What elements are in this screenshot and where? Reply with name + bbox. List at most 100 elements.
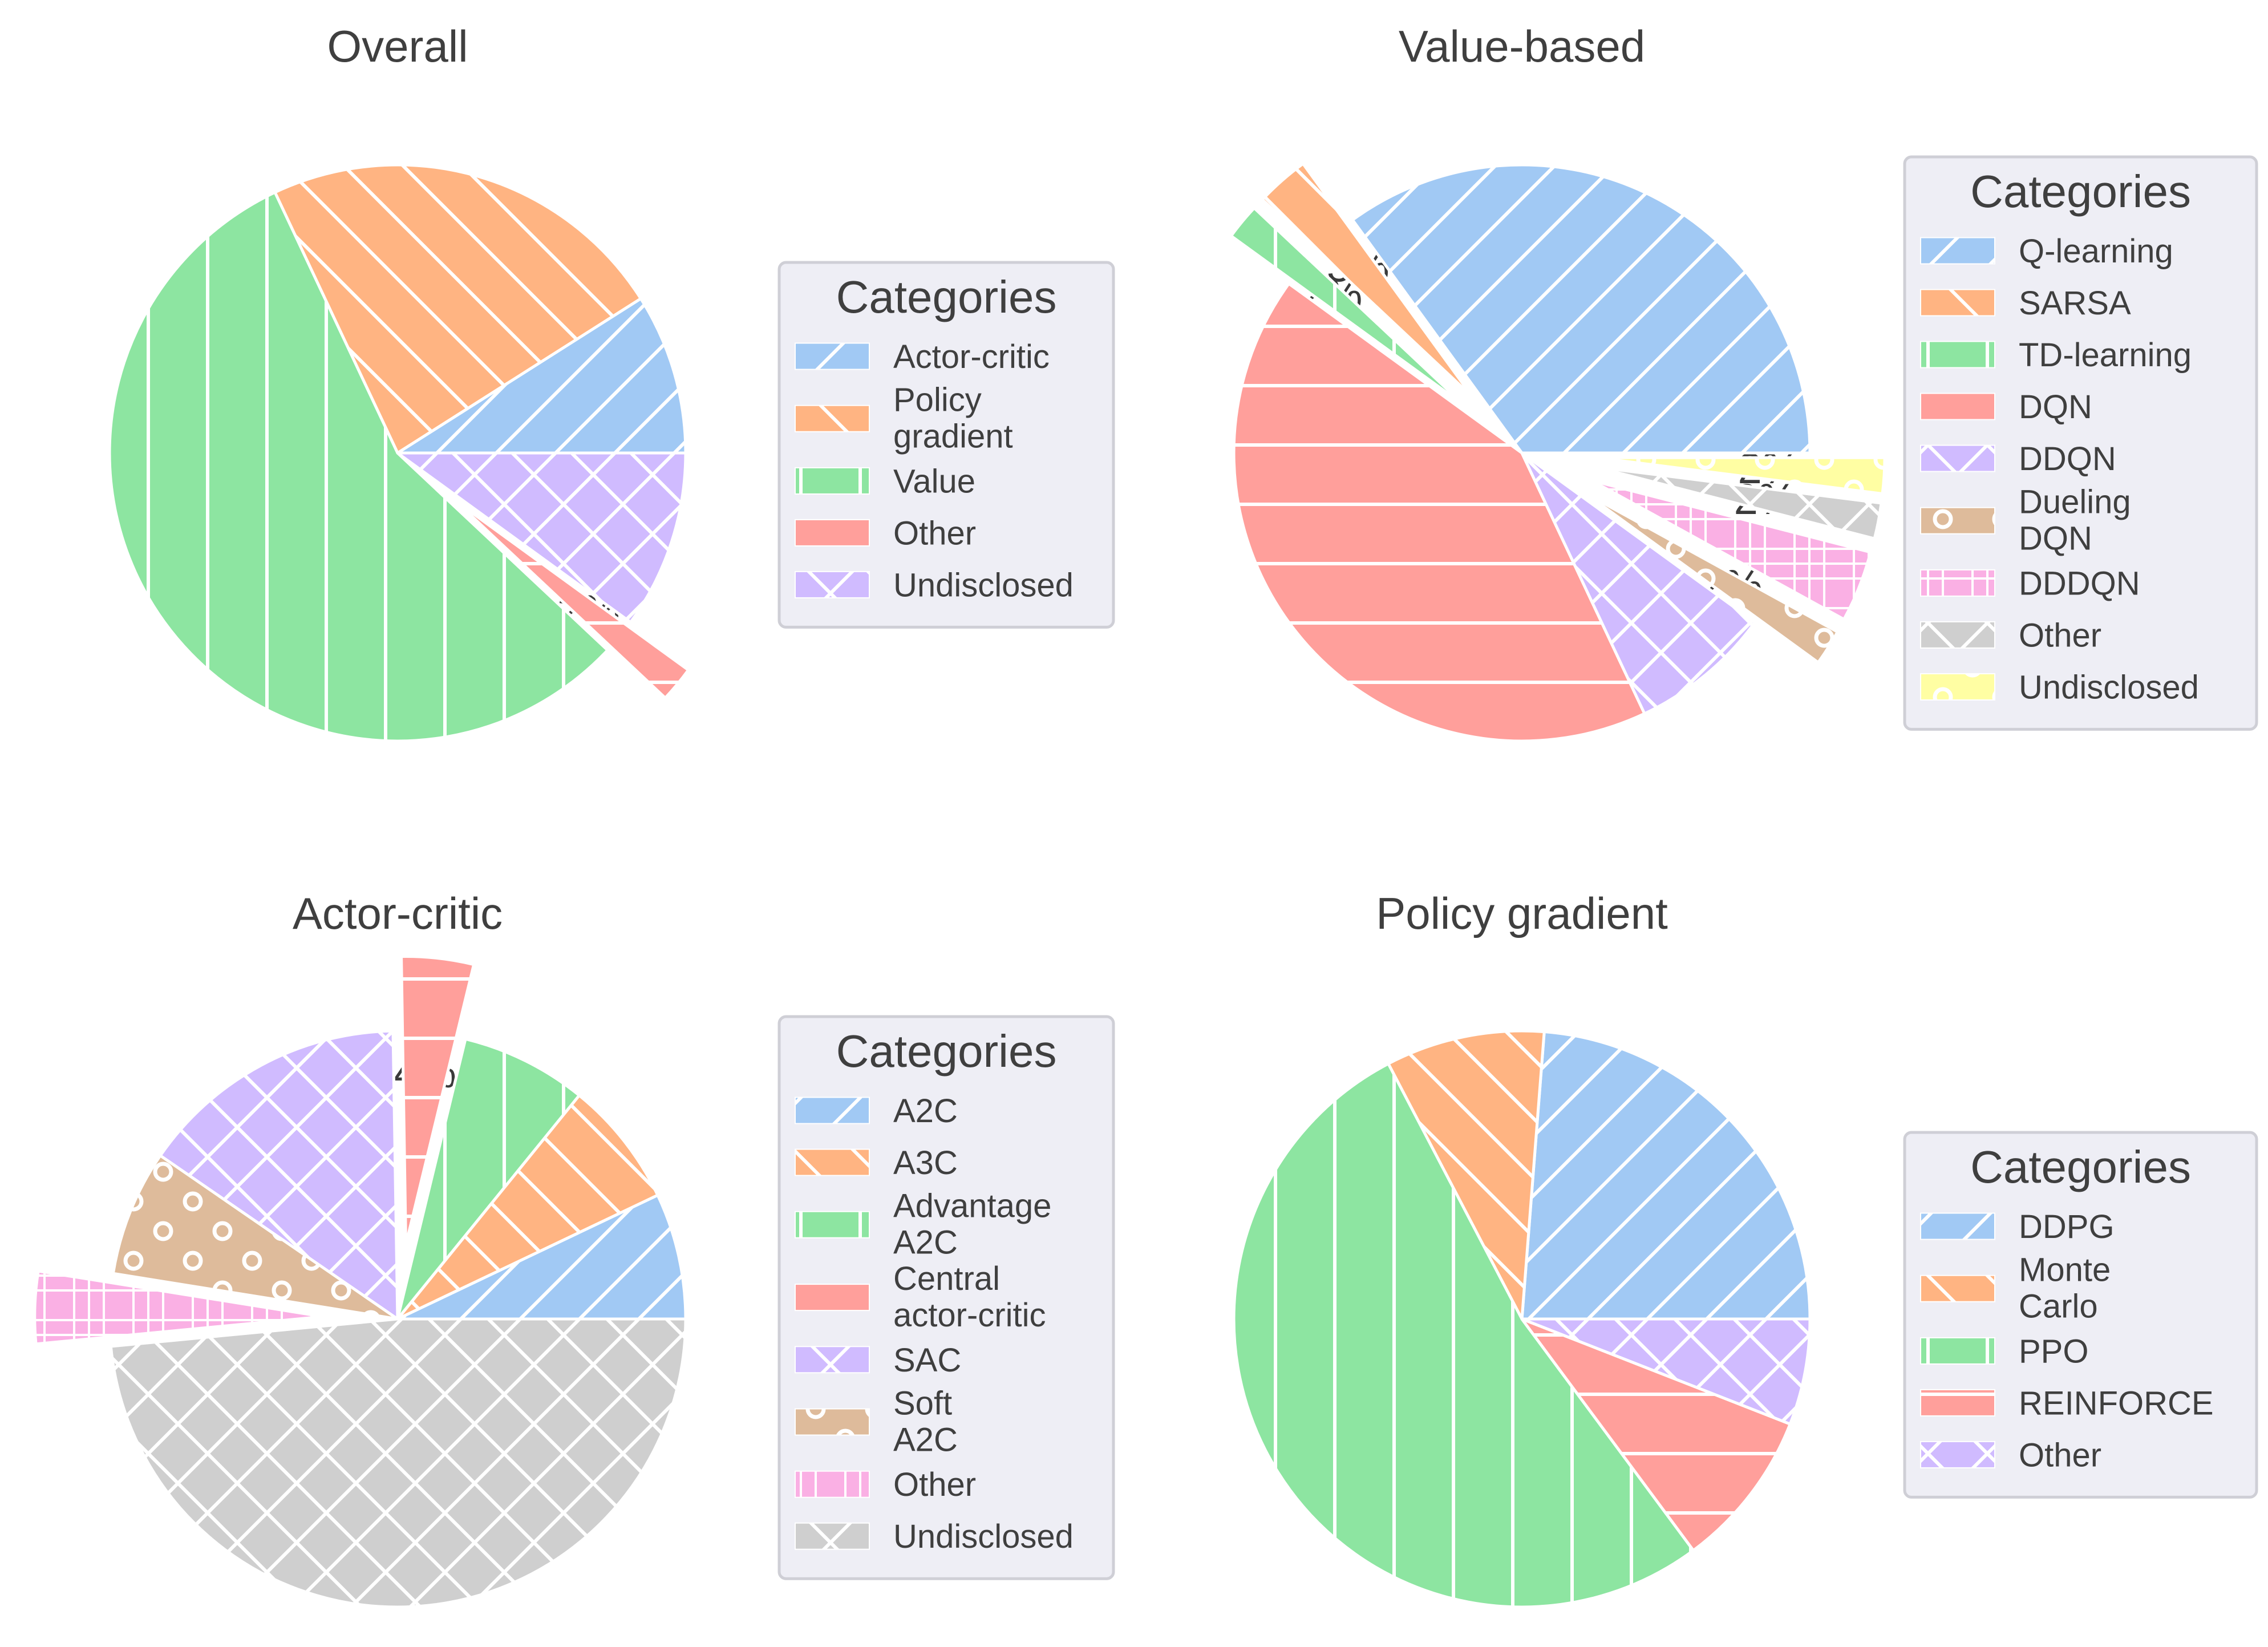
legend-title: Categories [1970,166,2191,217]
legend-swatch [1920,1337,1995,1365]
legend-swatch [1920,507,1995,535]
legend-swatch [795,519,870,547]
legend-swatch [795,570,870,598]
legend-swatch [1920,392,1995,420]
pie-slice-policy-gradient [273,163,642,455]
legend-item-td-learning: TD-learning [1920,337,2192,374]
legend-swatch [1920,289,1995,317]
legend-swatch [1920,1274,1995,1302]
legend-item-undisclosed: Undisclosed [1920,669,2199,706]
legend-label: Central actor-critic [893,1260,1046,1334]
legend-item-other: Other [1920,1436,2101,1474]
pie-slice-a2c [396,1193,687,1321]
legend-swatch [795,1284,870,1312]
legend-swatch [795,342,870,370]
pie-slice-other [453,499,690,699]
pie-slice-td-learning [1229,207,1466,407]
legend-swatch [1920,341,1995,369]
pie-chart-value-based: Value-based35%3%2%42%8%2%4%2%2%Categorie… [1229,21,2258,743]
legend-label: DDDQN [2019,565,2140,602]
pie-slice-undisclosed [109,1317,687,1609]
legend-swatch [1920,673,1995,701]
legend-item-dqn: DQN [1920,389,2092,426]
legend-item-other: Other [795,515,976,552]
legend-item-dueling-dqn: Dueling DQN [1920,484,2131,557]
pie-chart-policy-gradient: Policy gradient24%9%53%9%6%CategoriesDDP… [1232,888,2258,1609]
pie-slice-other [1594,466,1883,540]
pie-slice-ddqn [1520,451,1757,715]
legend-swatch [1920,444,1995,472]
legend-label: SARSA [2019,285,2131,322]
pie-slice-q-learning [1351,163,1812,455]
legend-label: A3C [893,1144,958,1181]
legend-title: Categories [1970,1142,2191,1192]
legend-label: Undisclosed [893,1518,1074,1555]
legend-item-actor-critic: Actor-critic [795,338,1050,375]
pie-slice-undisclosed [1595,456,1886,496]
legend-item-other: Other [1920,617,2101,654]
legend-label: TD-learning [2019,337,2192,374]
legend-swatch [795,1096,870,1124]
legend-label: Other [893,515,976,552]
legend-swatch [795,1346,870,1374]
pie-slice-dueling-dqn [1583,491,1839,664]
legend-item-sac: SAC [795,1342,961,1379]
legend-label: DDPG [2019,1208,2115,1245]
legend-label: Soft A2C [893,1385,958,1459]
chart-title: Actor-critic [293,888,503,938]
legend-label: Policy gradient [893,382,1013,455]
legend-label: Q-learning [2019,233,2173,270]
legend-item-ddqn: DDQN [1920,440,2116,477]
legend-label: Actor-critic [893,338,1050,375]
legend-swatch [1920,1389,1995,1417]
legend-label: PPO [2019,1333,2089,1370]
legend-item-other: Other [795,1466,976,1503]
legend-label: Undisclosed [2019,669,2199,706]
pie-slice-dqn [1232,282,1646,743]
legend-title: Categories [836,272,1057,322]
legend-label: DQN [2019,389,2092,426]
legend-label: A2C [893,1092,958,1130]
legend-swatch [795,1211,870,1239]
legend-swatch [1920,569,1995,597]
legend-label: Other [2019,617,2101,654]
legend-swatch [795,1148,870,1176]
pie-slice-undisclosed [396,451,687,624]
pie-chart-overall: Overall9%23%56%2%10%CategoriesActor-crit… [108,21,1115,743]
pie-slice-other [33,1269,325,1346]
legend-label: SAC [893,1342,961,1379]
pie-slice-central-actor-critic [400,955,476,1247]
legend-swatch [795,404,870,432]
legend: Categories Actor-critic Policy gradient Valu… [777,261,1115,629]
legend-item-dddqn: DDDQN [1920,565,2140,602]
chart-title: Policy gradient [1376,888,1668,938]
chart-title: Value-based [1399,21,1645,71]
pie-slice-value [108,191,609,743]
legend-label: REINFORCE [2019,1385,2214,1422]
legend-item-monte-carlo: Monte Carlo [1920,1252,2111,1325]
legend-item-ppo: PPO [1920,1333,2089,1370]
legend-item-a2c: A2C [795,1092,958,1130]
pie-slice-sac [159,1029,399,1321]
legend-item-policy-gradient: Policy gradient [795,382,1013,455]
legend-label: Other [893,1466,976,1503]
legend-swatch [1920,621,1995,649]
pie-slice-advantage-a2c [396,1037,581,1321]
legend-item-advantage-a2c: Advantage A2C [795,1188,1051,1261]
pie-slice-sarsa [1261,162,1474,399]
legend-label: DDQN [2019,440,2116,477]
legend-item-undisclosed: Undisclosed [795,566,1074,604]
pie-slice-soft-a2c [111,1154,399,1321]
legend-label: Advantage A2C [893,1188,1051,1261]
legend-swatch [1920,1440,1995,1468]
legend-swatch [795,1470,870,1498]
pie-slice-dddqn [1590,479,1872,621]
legend-item-undisclosed: Undisclosed [795,1518,1074,1555]
pie-slice-actor-critic [396,297,687,455]
pie-slice-monte-carlo [1387,1029,1546,1321]
legend-item-a3c: A3C [795,1144,958,1181]
chart-title: Overall [327,21,468,71]
legend-swatch [1920,237,1995,265]
legend: Categories DDPG Monte Carlo PPO REINFORCE Othe… [1903,1131,2258,1499]
legend: Categories Q-learning SARSA TD-learning DQN D… [1903,155,2258,731]
